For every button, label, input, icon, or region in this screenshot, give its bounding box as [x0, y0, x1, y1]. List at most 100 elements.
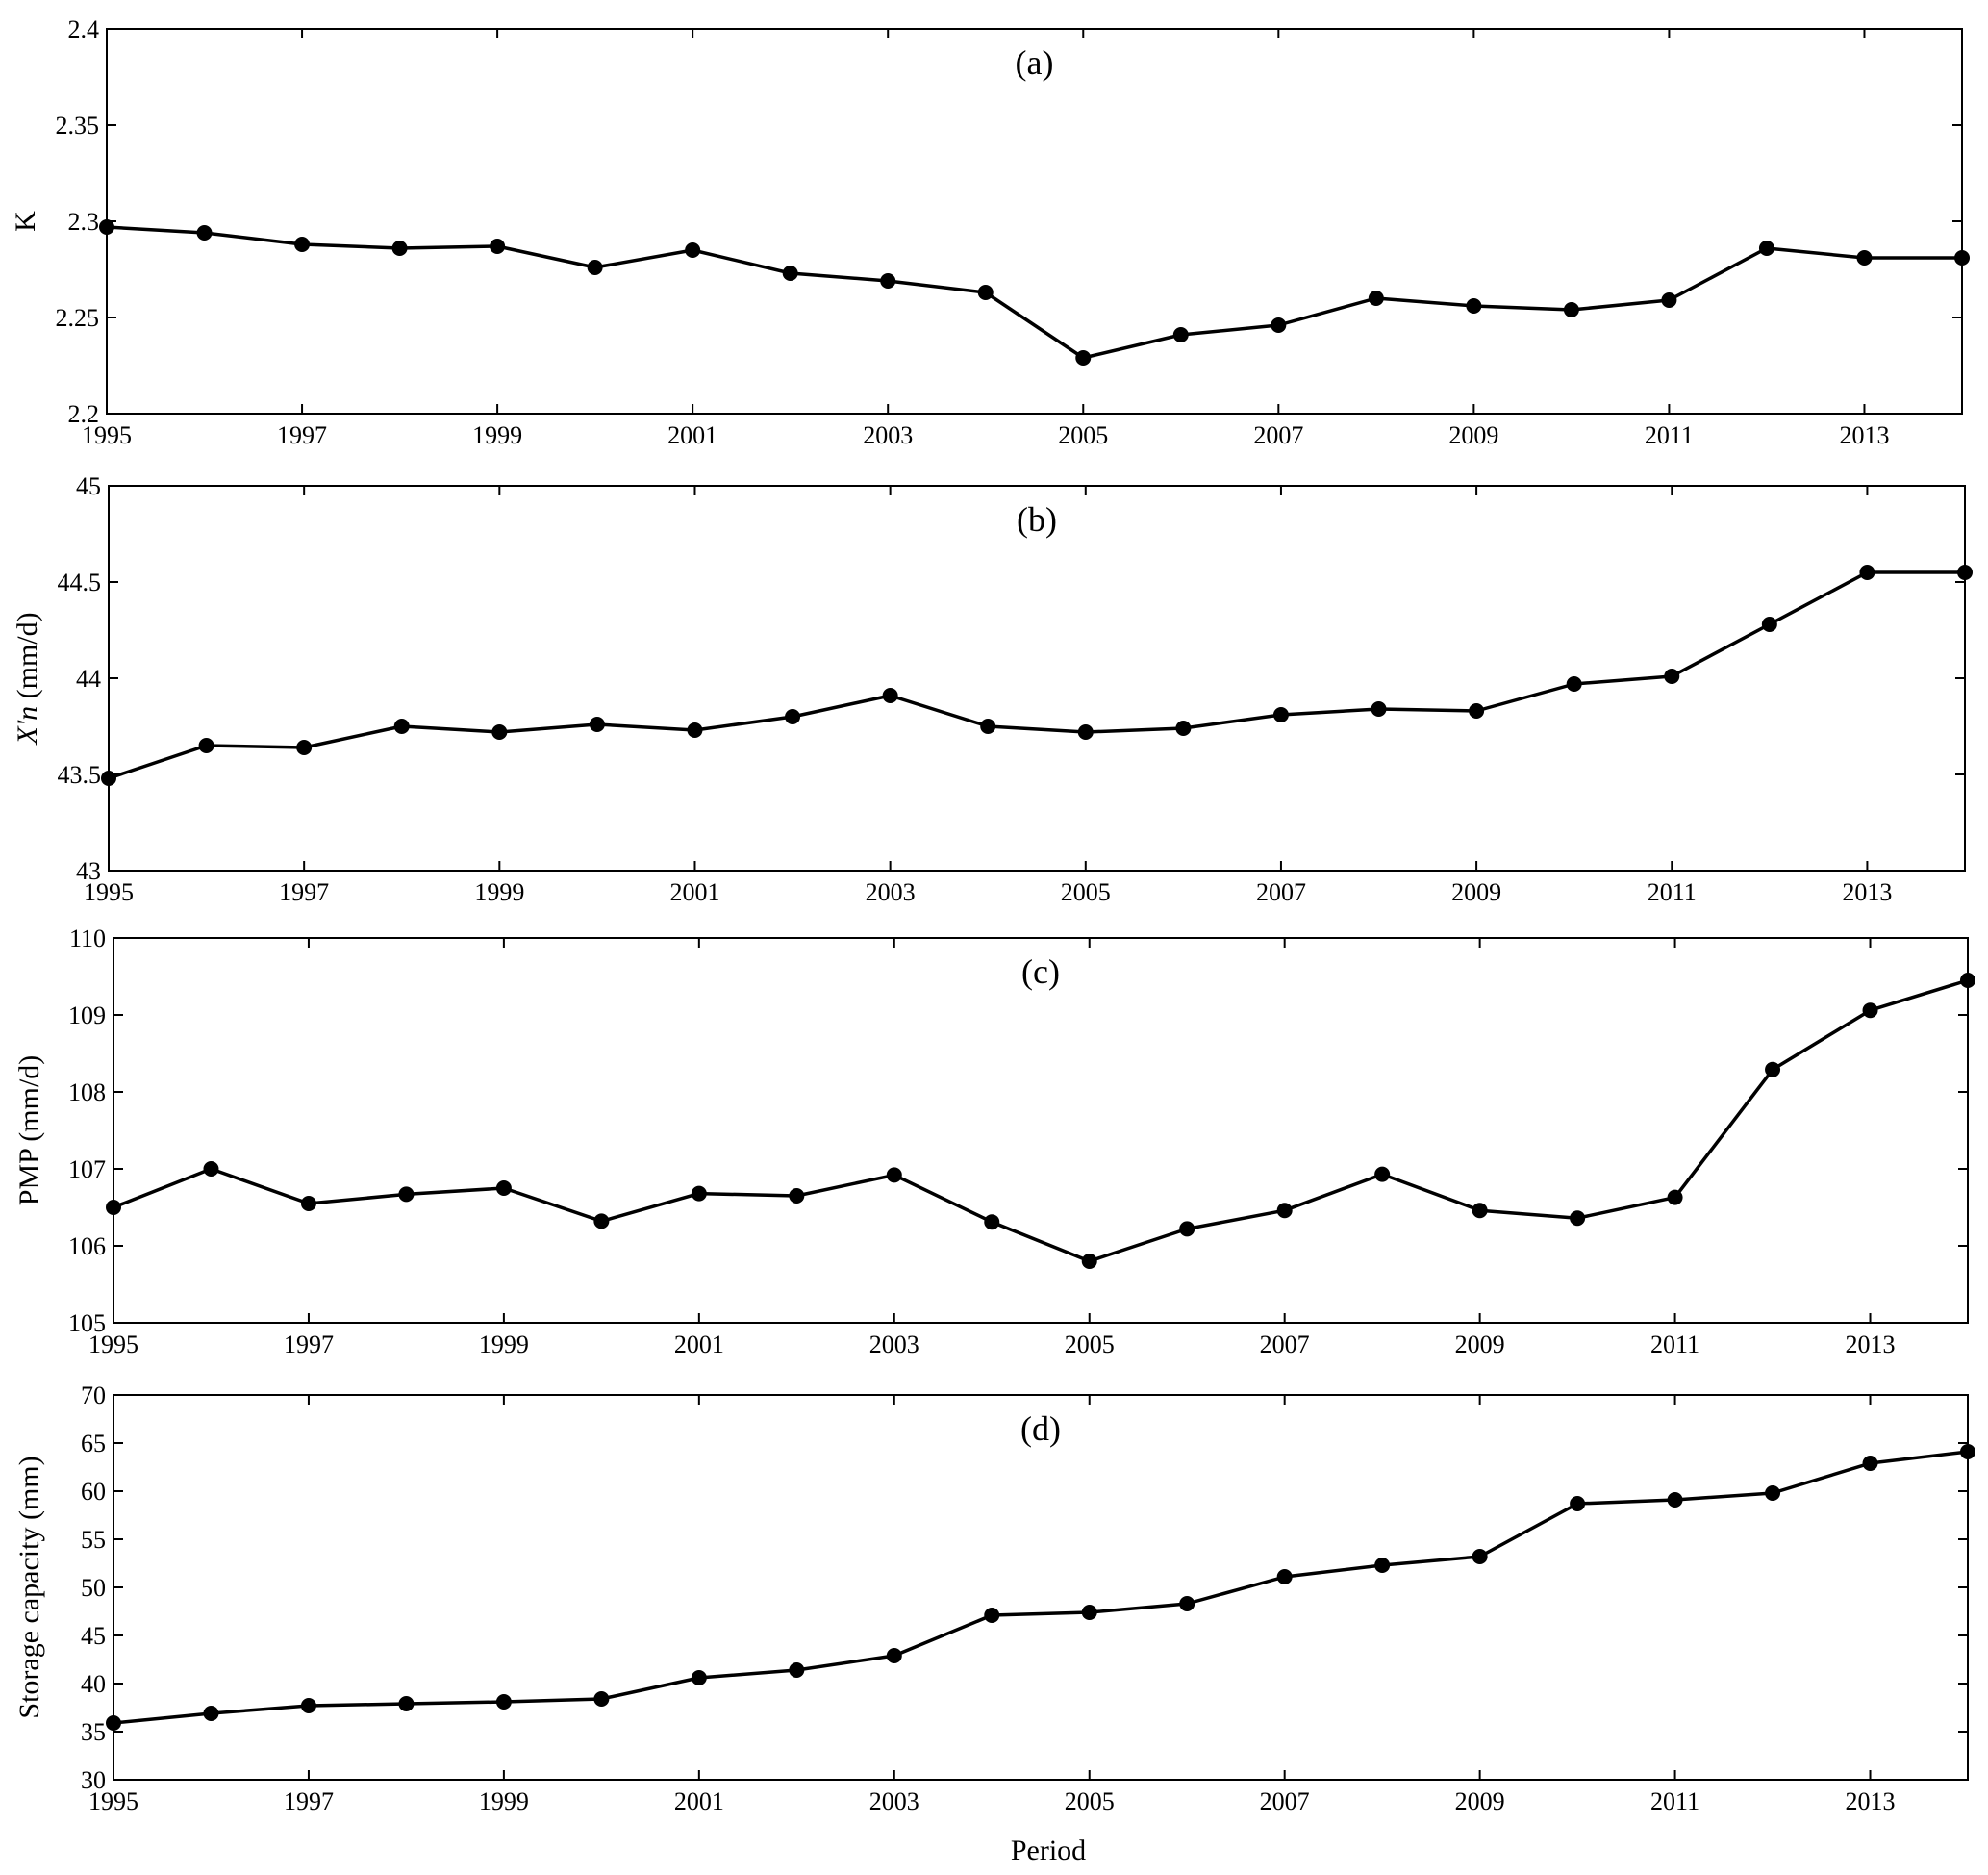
panel-b: 1995 1997 1999 2001 2003 2005 2007 2009 2011 2013… — [12, 472, 1973, 906]
panel-d-y-tick-label: 45 — [81, 1622, 106, 1650]
panel-b-data-point — [1469, 703, 1485, 719]
panel-d-data-point — [495, 1694, 512, 1710]
panel-b-data-point — [980, 719, 996, 734]
panel-b-panel-label: (b) — [1017, 500, 1057, 539]
panel-c-x-tick-label: 1995 — [88, 1330, 138, 1358]
panel-b-data-point — [785, 709, 801, 724]
panel-b-x-tick-label: 2011 — [1648, 878, 1697, 906]
panel-c-data-point — [1374, 1166, 1391, 1182]
panel-a-data-point — [1172, 327, 1189, 342]
panel-c-data-point — [203, 1161, 219, 1177]
panel-c: 1995 1997 1999 2001 2003 2005 2007 2009 2011 2013… — [13, 925, 1975, 1358]
panel-b-data-point — [1371, 701, 1387, 717]
panel-a-y-tick-label: 2.2 — [68, 400, 100, 428]
panel-c-y-tick-label: 107 — [68, 1155, 106, 1183]
panel-c-x-tick-label: 2003 — [869, 1330, 919, 1358]
panel-d-data-point — [1667, 1492, 1683, 1508]
panel-a-data-point — [1271, 317, 1287, 333]
panel-b-y-axis-label-symbol: X'n — [12, 706, 43, 746]
panel-d-data-point — [691, 1670, 707, 1685]
panel-c-data-point — [1472, 1203, 1488, 1219]
panel-a-x-tick-label: 1999 — [472, 421, 522, 449]
panel-c-data-point — [398, 1186, 415, 1203]
panel-b-x-tick-label: 2009 — [1451, 878, 1501, 906]
panel-c-x-tick-label: 1997 — [284, 1330, 334, 1358]
panel-c-data-point — [789, 1188, 805, 1204]
panel-a-data-point — [1368, 291, 1384, 306]
panel-a-y-tick-label: 2.25 — [56, 304, 100, 332]
panel-c-y-tick-label: 106 — [68, 1232, 106, 1260]
panel-d-x-tick-label: 2001 — [674, 1787, 724, 1815]
panel-d-data-point — [1862, 1456, 1878, 1471]
panel-a-data-point — [1563, 302, 1579, 317]
panel-d-plot-frame — [113, 1394, 1969, 1781]
panel-c-data-point — [1862, 1002, 1878, 1019]
panel-c-y-tick-label: 105 — [68, 1309, 106, 1337]
panel-b-x-tick-label: 1997 — [279, 878, 329, 906]
panel-a-y-tick-label: 2.4 — [68, 15, 100, 43]
panel-b-data-point — [101, 771, 116, 786]
panel-c-data-point — [886, 1167, 902, 1183]
panel-a-y-tick-label: 2.35 — [56, 112, 100, 139]
panel-b-x-tick-label: 2005 — [1061, 878, 1111, 906]
panel-a-data-point — [685, 242, 701, 258]
panel-b-x-tick-label: 1995 — [84, 878, 134, 906]
panel-a-x-tick-label: 1997 — [277, 421, 327, 449]
panel-a-panel-label: (a) — [1016, 43, 1054, 82]
panel-d-y-tick-label: 50 — [81, 1574, 106, 1602]
panel-c-x-tick-label: 2009 — [1455, 1330, 1505, 1358]
panel-d-data-point — [1472, 1549, 1488, 1564]
panel-c-x-tick-label: 2007 — [1260, 1330, 1310, 1358]
panel-a-data-point — [880, 273, 896, 289]
panel-a-x-tick-label: 2003 — [863, 421, 913, 449]
panel-d-y-tick-label: 65 — [81, 1430, 106, 1457]
panel-d-x-tick-label: 1997 — [284, 1787, 334, 1815]
panel-b-data-point — [1859, 565, 1875, 580]
panel-b-plot-frame — [108, 485, 1966, 872]
panel-b-data-point — [198, 738, 214, 753]
panel-b-y-tick-label: 43 — [76, 857, 101, 885]
x-axis-label-period: Period — [1011, 1835, 1086, 1866]
panel-d-data-point — [1374, 1558, 1391, 1573]
panel-c-data-point — [300, 1196, 316, 1211]
panel-b-y-tick-label: 45 — [76, 472, 101, 500]
panel-d-y-tick-label: 70 — [81, 1381, 106, 1409]
panel-d-data-point — [1570, 1496, 1586, 1511]
panel-b-data-point — [1175, 721, 1192, 736]
panel-b-x-tick-label: 2007 — [1256, 878, 1306, 906]
panel-c-y-tick-label: 108 — [68, 1078, 106, 1106]
panel-d-x-tick-label: 2007 — [1260, 1787, 1310, 1815]
panel-c-data-point — [1667, 1189, 1683, 1205]
panel-a-data-point — [490, 239, 506, 254]
panel-b-y-tick-label: 44.5 — [58, 569, 102, 596]
panel-d-data-point — [1765, 1485, 1781, 1501]
panel-c-data-point — [495, 1180, 512, 1196]
panel-a-x-tick-label: 2007 — [1253, 421, 1303, 449]
panel-b-y-axis-label-unit: (mm/d) — [12, 612, 43, 706]
panel-b-data-point — [882, 688, 898, 703]
panel-a-x-tick-label: 2011 — [1645, 421, 1694, 449]
panel-d-x-tick-label: 1999 — [479, 1787, 529, 1815]
panel-c-x-tick-label: 2013 — [1846, 1330, 1896, 1358]
panel-c-data-point — [593, 1213, 610, 1229]
panel-d-data-point — [1276, 1569, 1293, 1584]
panel-a-data-point — [1466, 298, 1482, 314]
panel-b-x-tick-label: 2001 — [669, 878, 719, 906]
panel-c-series-line — [113, 978, 1969, 1263]
panel-d-y-tick-label: 30 — [81, 1766, 106, 1794]
panel-b-y-axis-label: X'n (mm/d) — [12, 612, 43, 745]
panel-c-data-point — [1570, 1210, 1586, 1227]
panel-c-y-tick-label: 110 — [69, 925, 106, 952]
panel-b-data-point — [1077, 724, 1094, 740]
panel-a-data-point — [294, 237, 311, 252]
panel-d-y-tick-label: 55 — [81, 1526, 106, 1554]
panel-a-x-tick-label: 2013 — [1839, 421, 1889, 449]
panel-b-x-tick-label: 2013 — [1842, 878, 1892, 906]
panel-d-panel-label: (d) — [1020, 1409, 1061, 1448]
panel-c-x-tick-label: 2001 — [674, 1330, 724, 1358]
panel-a-x-tick-label: 2005 — [1058, 421, 1108, 449]
panel-a-data-point — [196, 225, 213, 241]
panel-a-data-point — [1661, 292, 1677, 308]
panel-c-y-tick-label: 109 — [68, 1001, 106, 1029]
